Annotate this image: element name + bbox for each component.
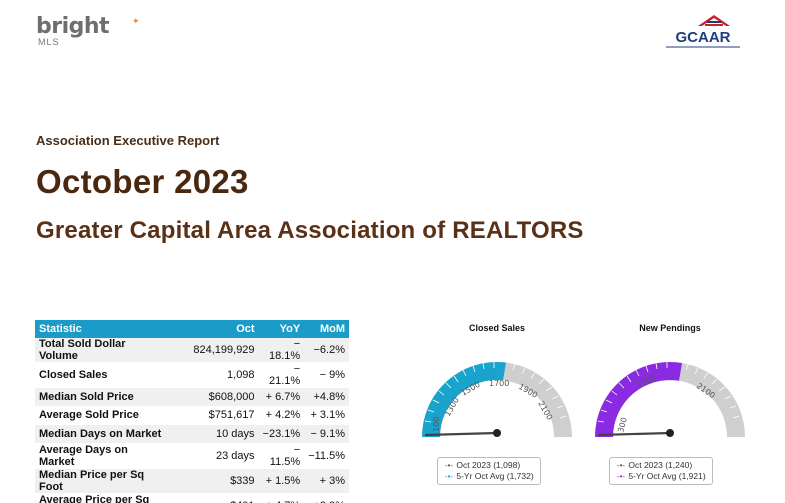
gauge-fill — [595, 362, 682, 437]
row-mom: −11.5% — [304, 443, 349, 469]
row-label: Average Days on Market — [35, 443, 167, 469]
new-pendings-gauge-title: New Pendings — [639, 323, 701, 333]
row-yoy: + 6.7% — [258, 387, 305, 407]
gauge-minor-ticks — [597, 362, 740, 423]
header-oct: Oct — [166, 320, 259, 338]
header-yoy: YoY — [258, 320, 305, 338]
legend-label: Oct 2023 (1,240) — [628, 460, 693, 470]
house-flag-icon — [698, 15, 730, 26]
table-row: Average Sold Price $751,617 + 4.2% + 3.1… — [35, 406, 349, 426]
row-oct: 10 days — [166, 424, 259, 444]
row-mom: +4.8% — [304, 387, 349, 407]
gauge-needle-hub — [666, 429, 674, 437]
legend-item: -•- Oct 2023 (1,098) — [444, 460, 534, 471]
statistics-table: Statistic Oct YoY MoM Total Sold Dollar … — [35, 320, 349, 503]
gcaar-logo-text: GCAAR — [676, 29, 731, 46]
spark-icon: ✦ — [132, 16, 140, 26]
gcaar-logo: GCAAR — [666, 15, 740, 48]
closed-sales-gauge: 1100 1300 1500 1700 1900 2100 — [422, 361, 572, 437]
gauge-minor-ticks — [424, 362, 567, 423]
row-oct: $339 — [166, 468, 259, 494]
table-row: Median Sold Price $608,000 + 6.7% +4.8% — [35, 387, 349, 407]
row-oct: 23 days — [166, 443, 259, 469]
legend-item: -•- Oct 2023 (1,240) — [616, 460, 706, 471]
row-label: Median Days on Market — [35, 424, 167, 444]
blue-dot-icon: -•- — [444, 472, 454, 481]
tick-label: 1100 — [432, 417, 441, 437]
row-yoy: − 21.1% — [258, 362, 305, 388]
purple-dot-icon: -•- — [616, 472, 626, 481]
row-mom: + 3% — [304, 468, 349, 494]
closed-sales-legend: -•- Oct 2023 (1,098) -•- 5-Yr Oct Avg (1… — [437, 457, 541, 485]
bright-logo-sub: MLS — [38, 37, 60, 47]
row-mom: − 9.1% — [304, 424, 349, 444]
report-label: Association Executive Report — [36, 133, 220, 148]
gauge-fill — [422, 361, 506, 437]
gauge-needle — [424, 431, 498, 437]
row-label: Median Price per Sq Foot — [35, 468, 167, 494]
row-yoy: + 4.7% — [258, 493, 305, 503]
gray-dot-icon: -•- — [616, 461, 626, 470]
bright-logo-word: bright — [36, 14, 110, 39]
legend-item: -•- 5-Yr Oct Avg (1,921) — [616, 471, 706, 482]
row-label: Total Sold Dollar Volume — [35, 338, 167, 363]
row-mom: + 3.1% — [304, 406, 349, 426]
row-yoy: −23.1% — [258, 424, 305, 444]
gray-dot-icon: -•- — [444, 461, 454, 470]
legend-label: 5-Yr Oct Avg (1,732) — [456, 471, 534, 481]
closed-sales-gauge-title: Closed Sales — [468, 323, 526, 333]
row-label: Average Price per Sq Foot — [35, 493, 167, 503]
bright-mls-logo: bright ✦ MLS — [36, 14, 140, 47]
new-pendings-gauge: 300 1700 2100 — [595, 362, 745, 437]
table-row: Average Price per Sq Foot $401 + 4.7% +3… — [35, 493, 349, 503]
row-oct: $401 — [166, 493, 259, 503]
row-label: Average Sold Price — [35, 406, 167, 426]
row-oct: 1,098 — [166, 362, 259, 388]
legend-label: 5-Yr Oct Avg (1,921) — [628, 471, 706, 481]
association-name: Greater Capital Area Association of REAL… — [36, 217, 584, 244]
table-row: Median Price per Sq Foot $339 + 1.5% + 3… — [35, 468, 349, 494]
tick-label: 300 — [616, 416, 629, 433]
row-label: Closed Sales — [35, 362, 167, 388]
row-yoy: − 18.1% — [258, 338, 305, 363]
table-header-row: Statistic Oct YoY MoM — [35, 320, 349, 338]
row-oct: $751,617 — [166, 406, 259, 426]
tick-label: 1700 — [489, 379, 509, 388]
row-oct: $608,000 — [166, 387, 259, 407]
row-yoy: − 11.5% — [258, 443, 305, 469]
row-mom: +3.9% — [304, 493, 349, 503]
gauge-needle — [597, 431, 671, 437]
row-label: Median Sold Price — [35, 387, 167, 407]
legend-item: -•- 5-Yr Oct Avg (1,732) — [444, 471, 534, 482]
row-yoy: + 4.2% — [258, 406, 305, 426]
table-row: Total Sold Dollar Volume 824,199,929 − 1… — [35, 338, 349, 363]
row-oct: 824,199,929 — [166, 338, 259, 363]
row-yoy: + 1.5% — [258, 468, 305, 494]
row-mom: − 9% — [304, 362, 349, 388]
header-mom: MoM — [304, 320, 349, 338]
table-row: Median Days on Market 10 days −23.1% − 9… — [35, 424, 349, 444]
table-row: Average Days on Market 23 days − 11.5% −… — [35, 443, 349, 469]
page-title: October 2023 — [36, 163, 249, 200]
gauge-needle-hub — [493, 429, 501, 437]
legend-label: Oct 2023 (1,098) — [456, 460, 521, 470]
row-mom: −6.2% — [304, 338, 349, 363]
table-row: Closed Sales 1,098 − 21.1% − 9% — [35, 362, 349, 388]
new-pendings-legend: -•- Oct 2023 (1,240) -•- 5-Yr Oct Avg (1… — [609, 457, 713, 485]
header-statistic: Statistic — [35, 320, 167, 338]
